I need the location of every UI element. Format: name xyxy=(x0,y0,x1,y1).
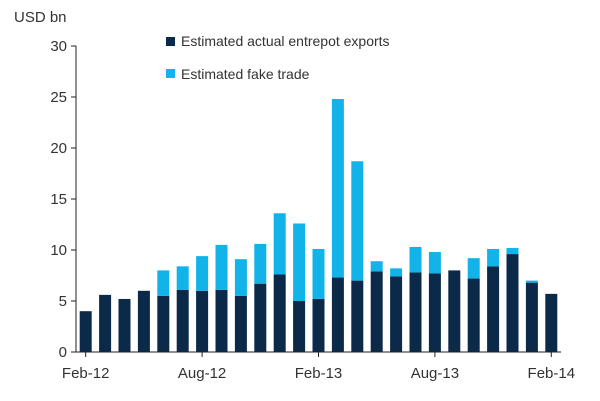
y-tick-label-10: 10 xyxy=(50,242,67,259)
y-tick-label-0: 0 xyxy=(59,344,67,361)
bar-fake-nov-13 xyxy=(487,248,500,267)
bar-fake-aug-12 xyxy=(196,256,209,291)
x-axis: Feb-12 Aug-12 Feb-13 Aug-13 Feb-14 xyxy=(62,351,576,382)
bar-fake-apr-13 xyxy=(351,161,364,281)
legend-swatch-fake xyxy=(166,69,175,78)
bar-fake-oct-13 xyxy=(467,258,480,279)
bar-actual-nov-12 xyxy=(254,283,267,352)
bar-actual-mar-12 xyxy=(99,294,112,352)
y-axis-unit-label: USD bn xyxy=(14,9,67,26)
bar-actual-dec-13 xyxy=(506,254,519,352)
bar-actual-nov-13 xyxy=(487,266,500,352)
bar-fake-oct-12 xyxy=(234,259,247,296)
bar-fake-dec-13 xyxy=(506,247,519,255)
bar-actual-jan-14 xyxy=(525,282,538,352)
bar-actual-sep-12 xyxy=(215,289,228,352)
bar-actual-feb-12 xyxy=(79,311,92,352)
x-tick-label-feb-14: Feb-14 xyxy=(528,365,576,382)
y-tick-label-25: 25 xyxy=(50,89,67,106)
bar-actual-apr-13 xyxy=(351,280,364,352)
bar-actual-dec-12 xyxy=(273,274,286,352)
y-tick-label-15: 15 xyxy=(50,191,67,208)
bar-actual-jan-13 xyxy=(293,301,306,352)
bar-actual-feb-14 xyxy=(545,293,558,352)
bar-actual-mar-13 xyxy=(331,277,344,352)
bar-actual-aug-12 xyxy=(196,290,209,352)
bars-layer xyxy=(79,99,558,352)
bar-actual-jul-12 xyxy=(176,289,189,352)
legend-label-actual: Estimated actual entrepot exports xyxy=(181,33,390,49)
bar-actual-feb-13 xyxy=(312,298,325,352)
bar-fake-jan-13 xyxy=(293,223,306,301)
bar-fake-aug-13 xyxy=(428,252,441,274)
bar-actual-jul-13 xyxy=(409,272,422,352)
bar-actual-apr-12 xyxy=(118,298,131,352)
bar-fake-may-13 xyxy=(370,261,383,272)
bar-actual-aug-13 xyxy=(428,273,441,352)
x-tick-label-feb-13: Feb-13 xyxy=(295,365,343,382)
bar-fake-mar-13 xyxy=(331,99,344,278)
bar-fake-jun-13 xyxy=(390,268,403,277)
bar-fake-jun-12 xyxy=(157,270,170,296)
bar-fake-feb-13 xyxy=(312,248,325,299)
y-tick-label-30: 30 xyxy=(50,38,67,55)
bar-actual-oct-12 xyxy=(234,295,247,352)
bar-actual-may-13 xyxy=(370,271,383,352)
bar-actual-jun-13 xyxy=(390,276,403,352)
x-tick-label-feb-12: Feb-12 xyxy=(62,365,110,382)
legend-label-fake: Estimated fake trade xyxy=(181,66,310,82)
bar-fake-jul-12 xyxy=(176,266,189,290)
bar-fake-jul-13 xyxy=(409,246,422,273)
bar-fake-nov-12 xyxy=(254,243,267,284)
legend: Estimated actual entrepot exports Estima… xyxy=(166,33,390,82)
y-axis: 0 5 10 15 20 25 30 xyxy=(50,38,77,361)
bar-actual-jun-12 xyxy=(157,295,170,352)
bar-fake-dec-12 xyxy=(273,213,286,275)
x-tick-label-aug-13: Aug-13 xyxy=(411,365,459,382)
legend-swatch-actual xyxy=(166,37,175,46)
bar-actual-oct-13 xyxy=(467,278,480,352)
y-tick-label-5: 5 xyxy=(59,293,67,310)
bar-fake-jan-14 xyxy=(525,280,538,283)
bar-actual-may-12 xyxy=(137,290,150,352)
bar-actual-sep-13 xyxy=(448,270,461,352)
y-tick-label-20: 20 xyxy=(50,140,67,157)
x-tick-label-aug-12: Aug-12 xyxy=(178,365,226,382)
bar-fake-sep-12 xyxy=(215,244,228,290)
